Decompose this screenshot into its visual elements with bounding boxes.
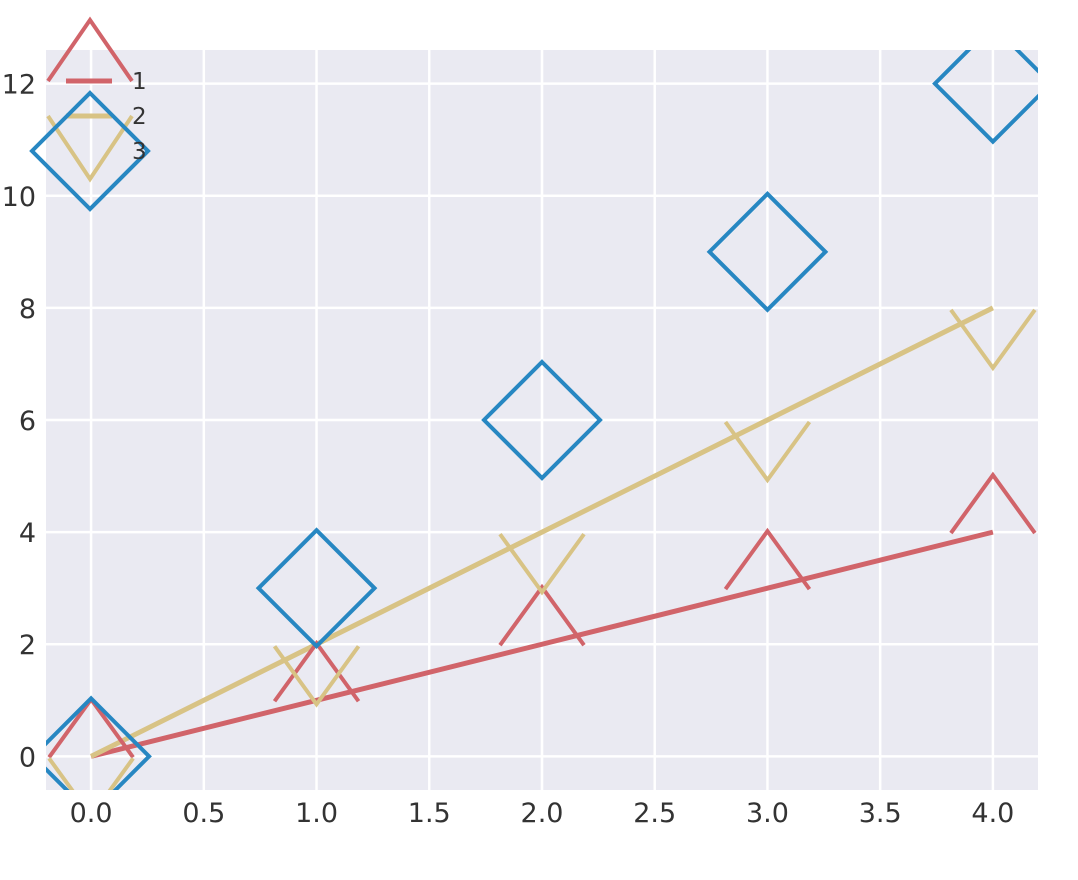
x-tick-label: 4.0: [971, 798, 1014, 829]
legend-label-3: 3: [132, 139, 147, 165]
series-2-point: [272, 645, 361, 708]
legend: 1 2 3: [29, 16, 151, 212]
y-tick-label: 12: [2, 70, 36, 101]
legend-marker-1: [46, 16, 134, 83]
legend-marker-2: [46, 114, 134, 183]
y-tick-label: 2: [19, 630, 36, 661]
x-tick-label: 0.5: [182, 798, 225, 829]
series-2-point: [949, 308, 1037, 372]
y-tick-label: 10: [2, 182, 36, 213]
y-tick-label: 6: [19, 406, 36, 437]
series-lines: [89, 305, 995, 759]
series-3-point: [481, 359, 603, 481]
series-2-point: [723, 420, 812, 484]
series-3-point: [46, 695, 152, 790]
legend-marker-3: [29, 90, 151, 212]
x-tick-label: 1.5: [408, 798, 451, 829]
series-3-point: [255, 527, 378, 650]
series-1-point: [723, 527, 812, 591]
series-3-point: [706, 190, 829, 313]
y-tick-label: 4: [19, 518, 36, 549]
x-tick-label: 1.0: [295, 798, 338, 829]
x-tick-label: 3.5: [859, 798, 902, 829]
series-2-point: [498, 532, 586, 596]
series-line-1: [90, 529, 994, 759]
series-1-point: [498, 583, 586, 647]
legend-label-2: 2: [132, 104, 147, 130]
series-line-2: [89, 305, 995, 759]
x-tick-label: 2.5: [633, 798, 676, 829]
legend-label-1: 1: [132, 69, 147, 95]
series-3-point: [932, 50, 1038, 145]
series-2-point: [47, 757, 135, 790]
x-tick-label: 3.0: [746, 798, 789, 829]
x-tick-label: 0.0: [70, 798, 113, 829]
y-tick-label: 0: [19, 742, 36, 773]
plot-area: [46, 50, 1038, 790]
y-tick-label: 8: [19, 294, 36, 325]
x-tick-label: 2.0: [521, 798, 564, 829]
series-1-point: [949, 471, 1037, 535]
series-markers: [46, 50, 1038, 790]
series-1-point: [272, 639, 361, 703]
